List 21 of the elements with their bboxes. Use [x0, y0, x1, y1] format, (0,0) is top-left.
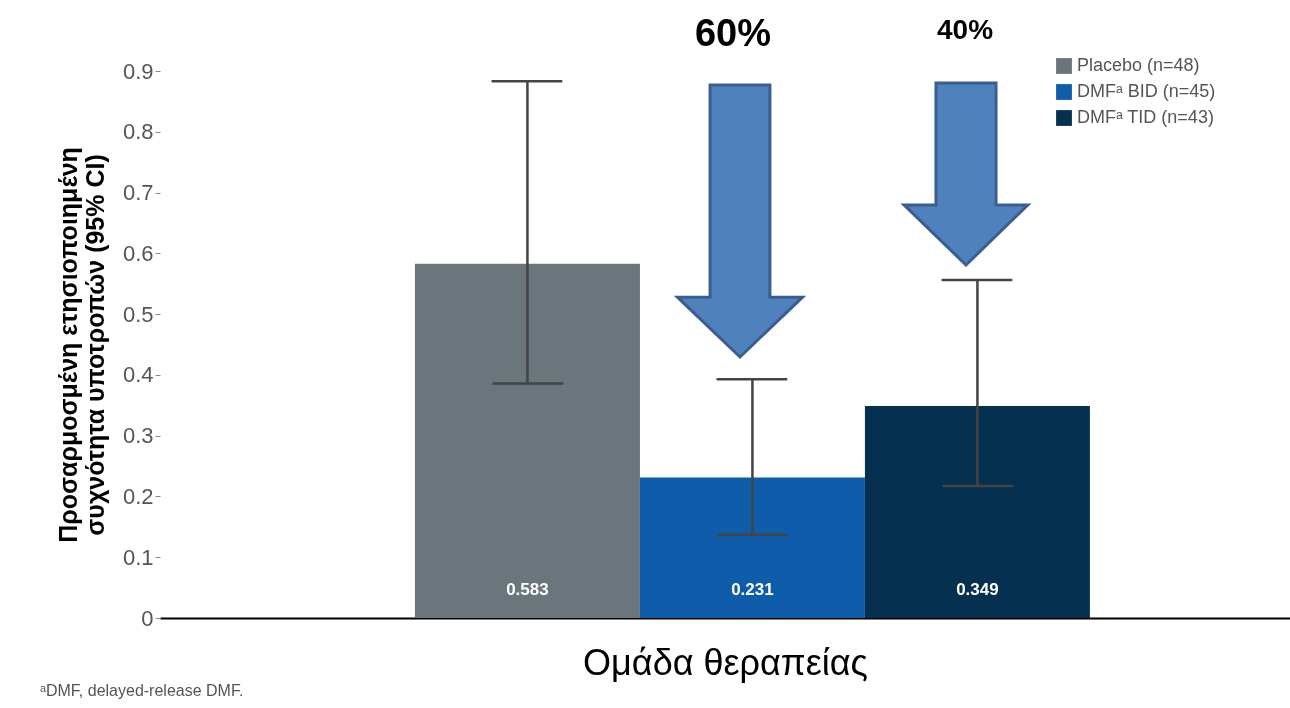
y-axis-title: Προσαρμοσμένη ετησιοποιημένη συχνότητα υποτροπών (95% CI) — [53, 147, 109, 543]
text: 40% — [936, 14, 994, 45]
y-tick-label: 0.3 — [122, 423, 154, 449]
y-tick-label: 0.8 — [122, 119, 154, 145]
legend-label: DMFᵃ TID (n=43) — [1077, 107, 1214, 127]
y-tick-label: 0 — [141, 605, 154, 631]
text: 60% — [694, 12, 772, 54]
legend-label: DMFᵃ BID (n=45) — [1077, 81, 1216, 101]
y-tick-label: 0.1 — [122, 544, 154, 570]
y-tick-label: 0.9 — [122, 58, 154, 84]
y-tick-label: 0.2 — [122, 483, 154, 509]
y-tick-label: 0.5 — [122, 301, 154, 327]
y-tick-label: 0.7 — [122, 180, 154, 206]
y-tick-label: 0.6 — [122, 240, 154, 266]
data-label: 0.583 — [506, 580, 549, 599]
legend-label: Placebo (n=48) — [1077, 55, 1200, 75]
text: ᵃDMF, delayed-release DMF. — [40, 682, 244, 699]
data-label: 0.231 — [731, 580, 774, 599]
x-axis-title: Ομάδα θεραπείας — [583, 641, 868, 683]
y-tick-label: 0.4 — [122, 362, 154, 388]
data-label: 0.349 — [956, 580, 999, 599]
